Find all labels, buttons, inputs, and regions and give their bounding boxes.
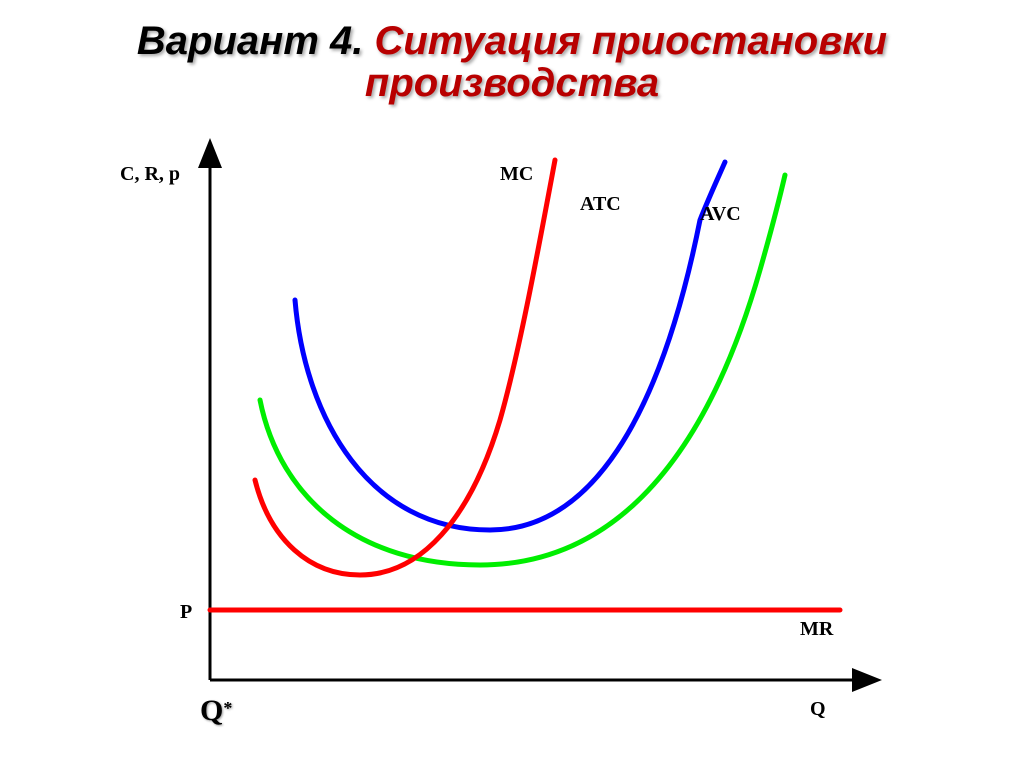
title-part2: Ситуация приостановки производства	[363, 19, 887, 105]
p-label: P	[180, 601, 192, 623]
atc-label: ATC	[580, 193, 621, 215]
mr-label: MR	[800, 618, 834, 640]
page-title: Вариант 4. Ситуация приостановки произво…	[0, 0, 1024, 104]
avc-curve	[260, 175, 785, 565]
x-axis-label: Q	[810, 698, 826, 720]
title-part1: Вариант 4.	[137, 19, 363, 63]
avc-label: AVC	[700, 203, 741, 225]
y-axis-label: C, R, p	[120, 163, 180, 185]
q-star-label: Q*	[200, 694, 232, 727]
mc-curve	[255, 160, 555, 575]
mc-label: MC	[500, 163, 533, 185]
cost-curves-chart: C, R, p MC ATC AVC P MR Q Q*	[0, 120, 1024, 760]
